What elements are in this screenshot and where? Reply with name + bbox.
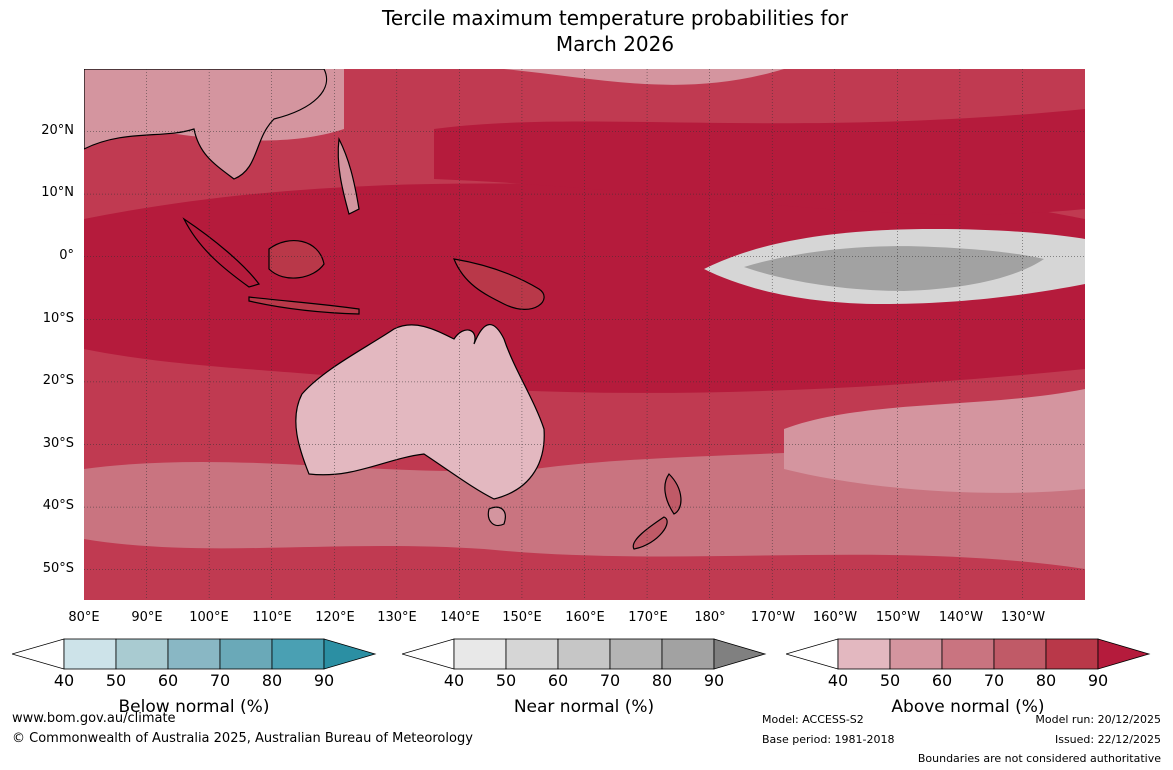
new-zealand-south-island xyxy=(632,516,668,550)
below-tick-80: 80 xyxy=(261,671,283,690)
below-tick-40: 40 xyxy=(53,671,75,690)
colorbar-segment xyxy=(271,638,325,670)
lat-label-50s: 50°S xyxy=(42,561,74,576)
legend-near-normal xyxy=(400,638,767,674)
legend-below-normal xyxy=(10,638,377,674)
near-normal-title: Near normal (%) xyxy=(513,697,655,717)
below-tick-90: 90 xyxy=(313,671,335,690)
colorbar-segment xyxy=(837,638,891,670)
lat-label-40s: 40°S xyxy=(42,498,74,513)
lon-label-130e: 130°E xyxy=(377,610,417,625)
colorbar-segment xyxy=(1097,638,1151,670)
colorbar-segment xyxy=(889,638,943,670)
bom-url: www.bom.gov.au/climate xyxy=(12,711,176,726)
above-normal-colorbar xyxy=(784,638,1151,670)
near-tick-60: 60 xyxy=(547,671,569,690)
lon-label-160w: 160°W xyxy=(812,610,858,625)
light-patch-se-pacific xyxy=(784,389,1085,493)
below-tick-70: 70 xyxy=(209,671,231,690)
colorbar-segment xyxy=(115,638,169,670)
australia-landmass xyxy=(295,324,545,500)
base-period: Base period: 1981-2018 xyxy=(762,733,895,746)
strong-above-north xyxy=(434,109,1085,215)
lon-label-130w: 130°W xyxy=(1000,610,1046,625)
title-line-2: March 2026 xyxy=(555,32,675,56)
copyright-notice: © Commonwealth of Australia 2025, Austra… xyxy=(12,731,473,746)
lon-label-170w: 170°W xyxy=(750,610,796,625)
lat-label-30s: 30°S xyxy=(42,436,74,451)
colorbar-segment xyxy=(941,638,995,670)
lon-label-120e: 120°E xyxy=(315,610,355,625)
lon-label-90e: 90°E xyxy=(131,610,163,625)
model-name: Model: ACCESS-S2 xyxy=(762,713,864,726)
near-normal-core xyxy=(744,246,1044,291)
tasmania xyxy=(487,506,506,527)
above-tick-70: 70 xyxy=(983,671,1005,690)
near-normal-colorbar xyxy=(400,638,767,670)
philippines xyxy=(337,136,360,215)
below-normal-colorbar xyxy=(10,638,377,670)
lon-label-150w: 150°W xyxy=(875,610,921,625)
below-tick-60: 60 xyxy=(157,671,179,690)
lat-label-10n: 10°N xyxy=(41,185,74,200)
title-line-1: Tercile maximum temperature probabilitie… xyxy=(382,6,848,30)
above-tick-50: 50 xyxy=(879,671,901,690)
colorbar-segment xyxy=(557,638,611,670)
lat-label-10s: 10°S xyxy=(42,311,74,326)
below-normal-title: Below normal (%) xyxy=(118,697,270,717)
map-canvas xyxy=(84,69,1085,600)
above-tick-40: 40 xyxy=(827,671,849,690)
lon-label-80e: 80°E xyxy=(68,610,100,625)
new-zealand-north-island xyxy=(664,473,682,515)
colorbar-segment xyxy=(784,638,839,670)
light-patch-north xyxy=(504,69,784,85)
lon-label-100e: 100°E xyxy=(189,610,229,625)
lon-label-110e: 110°E xyxy=(252,610,292,625)
lon-label-140e: 140°E xyxy=(440,610,480,625)
colorbar-segment xyxy=(713,638,767,670)
near-tick-70: 70 xyxy=(599,671,621,690)
near-tick-90: 90 xyxy=(703,671,725,690)
probability-map xyxy=(84,69,1085,600)
lon-label-170e: 170°E xyxy=(628,610,668,625)
colorbar-segment xyxy=(993,638,1047,670)
boundaries-disclaimer: Boundaries are not considered authoritat… xyxy=(917,752,1161,765)
issued-date: Issued: 22/12/2025 xyxy=(1054,733,1161,746)
below-tick-50: 50 xyxy=(105,671,127,690)
colorbar-segment xyxy=(167,638,221,670)
lat-label-20n: 20°N xyxy=(41,123,74,138)
map-title: Tercile maximum temperature probabilitie… xyxy=(0,5,1173,57)
colorbar-segment xyxy=(453,638,507,670)
southeast-asia-mainland xyxy=(84,69,328,180)
borneo xyxy=(268,240,325,279)
lon-label-160e: 160°E xyxy=(565,610,605,625)
new-guinea xyxy=(453,258,545,310)
model-run-date: Model run: 20/12/2025 xyxy=(1035,713,1161,726)
near-tick-50: 50 xyxy=(495,671,517,690)
colorbar-segment xyxy=(661,638,715,670)
near-tick-80: 80 xyxy=(651,671,673,690)
colorbar-segment xyxy=(10,638,65,670)
lon-label-150e: 150°E xyxy=(502,610,542,625)
sumatra xyxy=(182,217,260,288)
above-tick-80: 80 xyxy=(1035,671,1057,690)
colorbar-segment xyxy=(1045,638,1099,670)
java-lesser-sundas xyxy=(248,296,360,315)
above-tick-90: 90 xyxy=(1087,671,1109,690)
colorbar-segment xyxy=(505,638,559,670)
near-tick-40: 40 xyxy=(443,671,465,690)
colorbar-segment xyxy=(63,638,117,670)
colorbar-segment xyxy=(323,638,377,670)
legend-above-normal xyxy=(784,638,1151,674)
above-normal-title: Above normal (%) xyxy=(891,697,1045,717)
colorbar-segment xyxy=(400,638,455,670)
lat-label-equator: 0° xyxy=(59,248,74,263)
lat-label-20s: 20°S xyxy=(42,373,74,388)
colorbar-segment xyxy=(219,638,273,670)
lon-label-180: 180° xyxy=(694,610,726,625)
colorbar-segment xyxy=(609,638,663,670)
above-tick-60: 60 xyxy=(931,671,953,690)
lon-label-140w: 140°W xyxy=(938,610,984,625)
